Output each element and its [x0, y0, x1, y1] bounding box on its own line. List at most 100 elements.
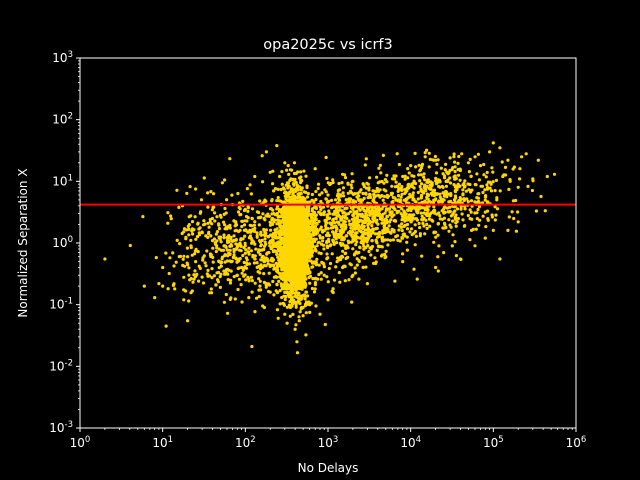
data-point [446, 192, 450, 196]
data-point [458, 178, 462, 182]
data-point [225, 259, 229, 263]
data-point [303, 264, 307, 268]
data-point [249, 249, 253, 253]
data-point [413, 151, 417, 155]
data-point [356, 212, 361, 216]
data-point [240, 265, 244, 270]
data-point [341, 191, 345, 195]
data-point [293, 327, 297, 331]
data-point [300, 225, 304, 229]
data-point [485, 209, 490, 213]
data-point [297, 224, 301, 228]
data-point [378, 163, 382, 167]
data-point [425, 148, 429, 152]
data-point [255, 265, 259, 269]
data-point [468, 157, 472, 161]
data-point [278, 174, 282, 179]
data-point [304, 190, 308, 194]
data-point [262, 264, 266, 268]
data-point [244, 278, 248, 282]
data-point [386, 195, 390, 199]
data-point [516, 185, 520, 189]
data-point [363, 163, 367, 167]
data-point [296, 293, 300, 297]
data-point [428, 157, 432, 161]
data-point [238, 228, 242, 232]
data-point [288, 241, 292, 245]
data-point [400, 207, 404, 211]
data-point [321, 205, 326, 209]
data-point [288, 217, 292, 221]
data-point [501, 174, 505, 179]
data-point [224, 245, 228, 249]
data-point [361, 240, 365, 244]
data-point [310, 286, 314, 291]
data-point [367, 219, 371, 224]
data-point [350, 172, 354, 176]
data-point [258, 267, 262, 271]
data-point [341, 265, 345, 270]
data-point [361, 182, 365, 186]
data-point [181, 263, 185, 267]
data-point [405, 222, 410, 227]
data-point [187, 215, 191, 219]
data-point [293, 213, 297, 217]
data-point [276, 187, 280, 191]
data-point [331, 287, 335, 291]
data-point [466, 182, 470, 186]
data-point [207, 225, 211, 229]
data-point [401, 174, 405, 179]
data-point [438, 185, 442, 189]
data-point [236, 257, 240, 261]
data-point [342, 194, 346, 198]
data-point [253, 310, 257, 314]
data-point [382, 181, 386, 185]
data-point [391, 195, 395, 199]
data-point [357, 277, 361, 281]
data-point [166, 221, 170, 225]
data-point [286, 250, 290, 254]
data-point [369, 246, 373, 250]
data-point [368, 176, 372, 180]
data-point [450, 167, 454, 172]
data-point [229, 237, 233, 241]
data-point [457, 154, 461, 159]
data-point [436, 269, 440, 273]
data-point [326, 193, 330, 197]
data-point [361, 220, 365, 225]
data-point [283, 312, 287, 316]
data-point [203, 261, 207, 265]
data-point [286, 193, 290, 197]
data-point [298, 255, 302, 259]
data-point [279, 239, 283, 243]
data-point [210, 267, 214, 271]
data-point [388, 238, 393, 242]
data-point [304, 333, 308, 337]
data-point [279, 262, 283, 266]
data-point [234, 242, 238, 246]
data-point [400, 218, 404, 222]
data-point [448, 205, 452, 209]
y-tick-exponent: -3 [65, 420, 73, 430]
data-point [375, 218, 379, 222]
data-point [384, 249, 388, 253]
data-point [314, 189, 318, 194]
data-point [164, 251, 168, 255]
data-point [294, 305, 298, 309]
data-point [264, 228, 268, 232]
data-point [278, 289, 282, 293]
data-point [301, 195, 305, 199]
data-point [406, 208, 410, 212]
data-point [294, 286, 298, 290]
data-point [415, 207, 419, 211]
data-point [466, 213, 470, 218]
chart-title: opa2025c vs icrf3 [263, 37, 392, 53]
data-point [185, 246, 189, 250]
data-point [214, 232, 218, 236]
x-tick-exponent: 1 [168, 435, 173, 445]
data-point [341, 172, 345, 176]
data-point [209, 291, 214, 295]
data-point [196, 250, 200, 254]
data-point [275, 241, 279, 245]
data-point [245, 219, 249, 223]
